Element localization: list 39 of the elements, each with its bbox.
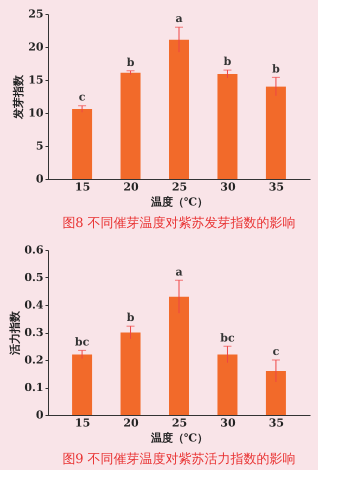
y-tick-label: 10 <box>28 106 44 120</box>
y-tick-label: 20 <box>28 40 44 54</box>
x-tick-label: 35 <box>268 416 284 430</box>
y-tick-label: 25 <box>28 8 44 20</box>
annotation: bc <box>220 331 235 344</box>
annotation: c <box>78 90 86 104</box>
y-tick-label: 0.1 <box>24 381 44 394</box>
x-tick-label: 20 <box>123 180 140 194</box>
annotation: c <box>272 345 280 358</box>
x-axis-title: 温度（℃） <box>150 432 208 444</box>
annotation: a <box>175 265 183 278</box>
annotation: b <box>126 311 135 324</box>
y-tick-label: 0 <box>36 172 44 186</box>
text: 图9 不同催芽温度对紫苏活力指数的影响 <box>62 451 296 467</box>
x-tick-label: 30 <box>220 180 236 194</box>
x-axis-title: 温度（℃） <box>150 196 208 208</box>
y-tick-label: 0.2 <box>24 354 44 366</box>
y-axis-title: 发芽指数 <box>12 74 26 120</box>
annotation: a <box>175 12 183 26</box>
x-tick-label: 15 <box>74 416 90 430</box>
x-tick-label: 25 <box>172 180 188 194</box>
y-tick-label: 0.3 <box>24 326 44 339</box>
y-tick-label: 0.4 <box>24 298 44 312</box>
annotation: b <box>272 62 280 76</box>
y-tick-label: 0.6 <box>24 244 44 256</box>
x-tick-label: 25 <box>172 416 188 430</box>
y-axis-title: 活力指数 <box>8 310 22 356</box>
y-tick-label: 0 <box>36 408 44 422</box>
y-tick-label: 0.5 <box>24 271 44 284</box>
y-tick-label: 15 <box>28 74 44 86</box>
x-tick-label: 35 <box>268 180 284 194</box>
y-tick-label: 5 <box>36 140 44 152</box>
annotation: b <box>224 55 232 68</box>
x-tick-label: 20 <box>123 416 140 430</box>
text: 图8 不同催芽温度对紫苏发芽指数的影响 <box>62 215 296 231</box>
annotation: b <box>126 56 135 69</box>
x-tick-label: 30 <box>220 416 236 430</box>
annotation: bc <box>74 335 90 348</box>
x-tick-label: 15 <box>74 180 90 194</box>
